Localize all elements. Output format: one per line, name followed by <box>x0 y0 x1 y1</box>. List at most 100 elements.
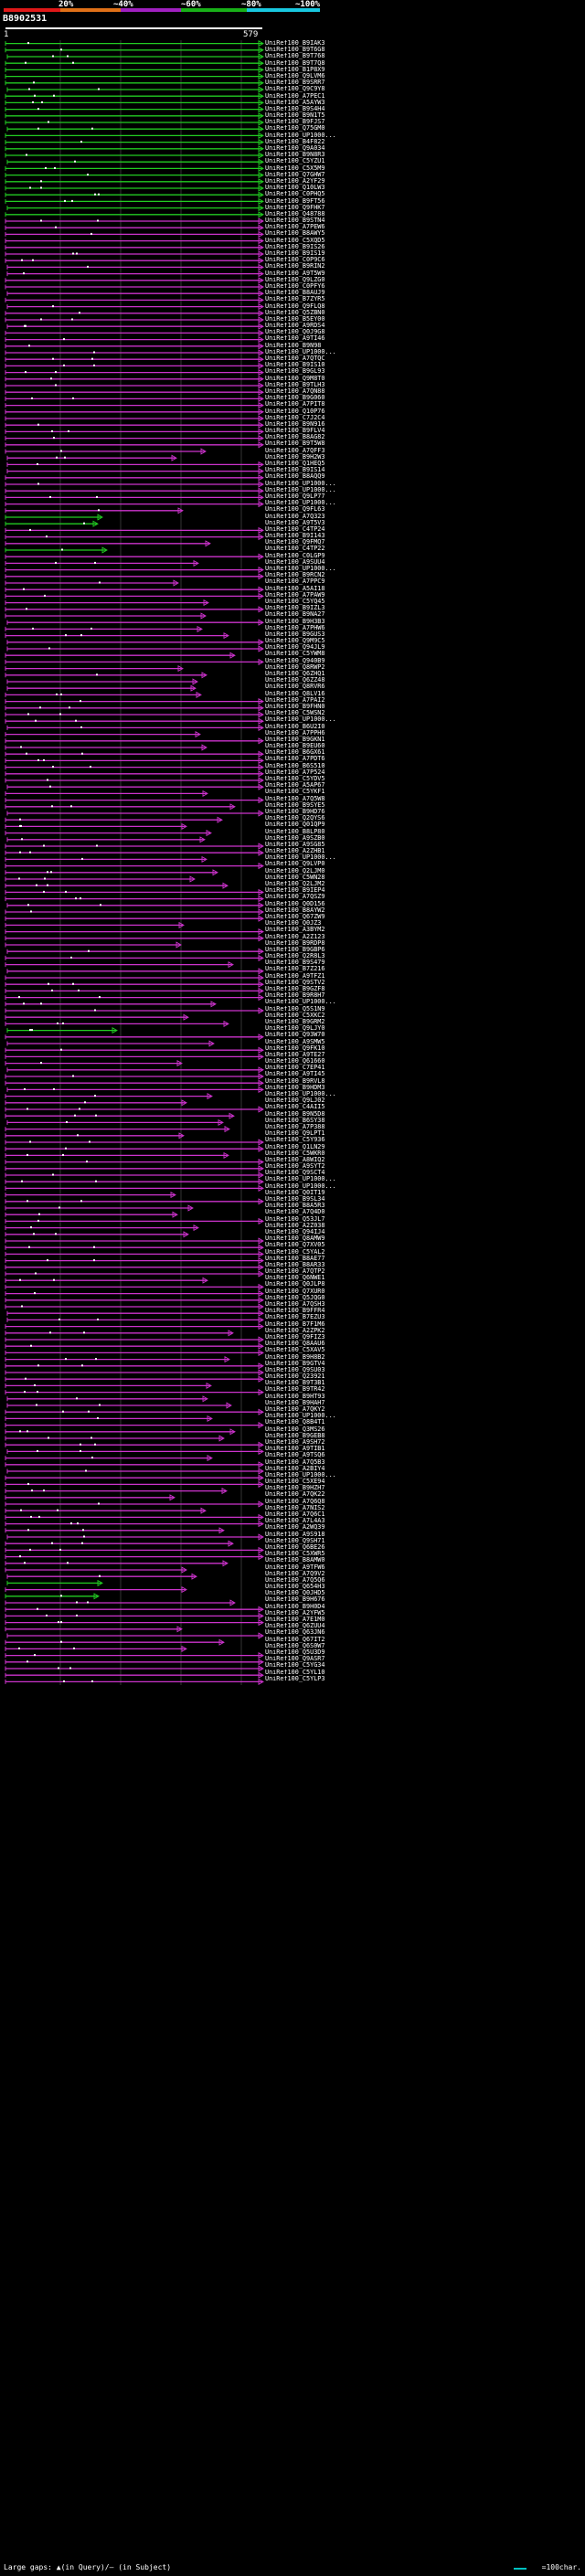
hit-link[interactable]: UniRef100_UP1000... <box>265 348 336 355</box>
hit-link[interactable]: UniRef100_C5Y936 <box>265 1137 325 1144</box>
hit-link[interactable]: UniRef100_B8AYW2 <box>265 906 325 914</box>
hit-link[interactable]: UniRef100_Q9FL63 <box>265 506 325 514</box>
hit-link[interactable]: UniRef100_Q9SU03 <box>265 1366 325 1373</box>
hit-link[interactable]: UniRef100_UP1000... <box>265 1471 336 1479</box>
hit-link[interactable]: UniRef100_B6U2I0 <box>265 723 325 730</box>
hit-link[interactable]: UniRef100_A7Q5W8 <box>265 795 325 802</box>
hit-link[interactable]: UniRef100_B9HAH7 <box>265 1399 325 1406</box>
hit-link[interactable]: UniRef100_B9IS26 <box>265 243 325 250</box>
hit-link[interactable]: UniRef100_Q67ZW9 <box>265 913 325 920</box>
hit-link[interactable]: UniRef100_A7P388 <box>265 1123 325 1130</box>
hit-link[interactable]: UniRef100_Q93W70 <box>265 1032 325 1039</box>
hit-link[interactable]: UniRef100_Q7XUR0 <box>265 1288 325 1295</box>
hit-link[interactable]: UniRef100_Q9STV2 <box>265 979 325 986</box>
hit-link[interactable]: UniRef100_A7Q6C1 <box>265 1511 325 1518</box>
hit-link[interactable]: UniRef100_C5YL10 <box>265 1669 325 1676</box>
hit-link[interactable]: UniRef100_A7P524 <box>265 769 325 776</box>
hit-link[interactable]: UniRef100_UP1000... <box>265 500 336 507</box>
hit-link[interactable]: UniRef100_A9T5W9 <box>265 270 325 277</box>
hit-link[interactable]: UniRef100_A2ZPK2 <box>265 1327 325 1334</box>
hit-link[interactable]: UniRef100_A7PPC9 <box>265 578 325 586</box>
hit-link[interactable]: UniRef100_A2YF29 <box>265 177 325 185</box>
hit-link[interactable]: UniRef100_B9GKN1 <box>265 736 325 743</box>
hit-link[interactable]: UniRef100_B8AQQ9 <box>265 473 325 481</box>
hit-link[interactable]: UniRef100_A9SH72 <box>265 1438 325 1446</box>
hit-link[interactable]: UniRef100_Q9FMQ7 <box>265 539 325 546</box>
hit-link[interactable]: UniRef100_UP1000... <box>265 1182 336 1190</box>
hit-link[interactable]: UniRef100_Q0D156 <box>265 900 325 907</box>
hit-link[interactable]: UniRef100_A9SZB0 <box>265 834 325 842</box>
hit-link[interactable]: UniRef100_A9SUU4 <box>265 558 325 566</box>
hit-link[interactable]: UniRef100_A9SYT2 <box>265 1163 325 1171</box>
hit-link[interactable]: UniRef100_B9N8R3 <box>265 152 325 159</box>
hit-link[interactable]: UniRef100_B9N1T5 <box>265 112 325 120</box>
hit-link[interactable]: UniRef100_B9H3B3 <box>265 618 325 625</box>
hit-link[interactable]: UniRef100_B9G060 <box>265 395 325 402</box>
hit-link[interactable]: UniRef100_B9GL93 <box>265 368 325 376</box>
hit-link[interactable]: UniRef100_C5YQ45 <box>265 598 325 605</box>
hit-link[interactable]: UniRef100_B9IZL3 <box>265 605 325 612</box>
hit-link[interactable]: UniRef100_B9HT93 <box>265 1393 325 1400</box>
hit-link[interactable]: UniRef100_Q6BE26 <box>265 1543 325 1551</box>
hit-link[interactable]: UniRef100_A7Q9V2 <box>265 1570 325 1577</box>
hit-link[interactable]: UniRef100_Q940B9 <box>265 657 325 664</box>
hit-link[interactable]: UniRef100_A5AP67 <box>265 782 325 790</box>
hit-link[interactable]: UniRef100_A7PDT6 <box>265 756 325 763</box>
hit-link[interactable]: UniRef100_A7NIS2 <box>265 1504 325 1511</box>
hit-link[interactable]: UniRef100_B8AE77 <box>265 1255 325 1262</box>
hit-link[interactable]: UniRef100_B9N98 <box>265 342 322 349</box>
hit-link[interactable]: UniRef100_B9R8H7 <box>265 992 325 1000</box>
hit-link[interactable]: UniRef100_Q61660 <box>265 1058 325 1065</box>
hit-link[interactable]: UniRef100_B9N916 <box>265 420 325 428</box>
hit-link[interactable]: UniRef100_B9FJS7 <box>265 119 325 126</box>
hit-link[interactable]: UniRef100_Q23921 <box>265 1373 325 1381</box>
hit-link[interactable]: UniRef100_A7PAW9 <box>265 591 325 599</box>
hit-link[interactable]: UniRef100_B9N5D8 <box>265 1110 325 1118</box>
hit-link[interactable]: UniRef100_A3BYM2 <box>265 927 325 934</box>
hit-link[interactable]: UniRef100_B9GZF8 <box>265 986 325 992</box>
hit-link[interactable]: UniRef100_Q6ZZ48 <box>265 677 325 684</box>
hit-link[interactable]: UniRef100_C0P9C6 <box>265 257 325 264</box>
hit-link[interactable]: UniRef100_A7L4A3 <box>265 1518 325 1525</box>
hit-link[interactable]: UniRef100_Q53JL7 <box>265 1215 325 1223</box>
hit-link[interactable]: UniRef100_A7Q5B3 <box>265 1458 325 1466</box>
hit-link[interactable]: UniRef100_B9GTV4 <box>265 1360 325 1367</box>
hit-link[interactable]: UniRef100_B9SL34 <box>265 1196 325 1203</box>
hit-link[interactable]: UniRef100_Q654H3 <box>265 1584 325 1591</box>
hit-link[interactable]: UniRef100_C0LGP9 <box>265 552 325 559</box>
hit-link[interactable]: UniRef100_Q1HEQ5 <box>265 461 325 467</box>
hit-link[interactable]: UniRef100_Q94JL9 <box>265 644 325 652</box>
hit-link[interactable]: UniRef100_Q7GHW7 <box>265 171 325 178</box>
hit-link[interactable]: UniRef100_A7PIT8 <box>265 401 325 408</box>
hit-link[interactable]: UniRef100_C5WN28 <box>265 874 325 881</box>
hit-link[interactable]: UniRef100_B9RVL8 <box>265 1077 325 1085</box>
hit-link[interactable]: UniRef100_Q63JN6 <box>265 1629 325 1637</box>
hit-link[interactable]: UniRef100_A7QTQC <box>265 355 325 362</box>
hit-link[interactable]: UniRef100_B9T768 <box>265 53 325 60</box>
hit-link[interactable]: UniRef100_A9T5V3 <box>265 519 325 526</box>
hit-link[interactable]: UniRef100_A7QSH3 <box>265 1301 325 1308</box>
hit-link[interactable]: UniRef100_Q6S0W7 <box>265 1642 325 1649</box>
hit-link[interactable]: UniRef100_B6S510 <box>265 762 325 769</box>
hit-link[interactable]: UniRef100_Q1LN29 <box>265 1143 325 1150</box>
hit-link[interactable]: UniRef100_Q9A034 <box>265 145 325 152</box>
hit-link[interactable]: UniRef100_Q5JQG0 <box>265 1294 325 1301</box>
hit-link[interactable]: UniRef100_A2YFW5 <box>265 1609 325 1617</box>
hit-link[interactable]: UniRef100_B9S4H4 <box>265 105 325 112</box>
hit-link[interactable]: UniRef100_Q10P76 <box>265 408 325 415</box>
hit-link[interactable]: UniRef100_Q6ZHQ1 <box>265 671 325 677</box>
hit-link[interactable]: UniRef100_C5XKC2 <box>265 1012 325 1019</box>
hit-link[interactable]: UniRef100_Q9FIZ3 <box>265 1333 325 1341</box>
hit-link[interactable]: UniRef100_B9RDP8 <box>265 939 325 947</box>
hit-link[interactable]: UniRef100_Q67IT2 <box>265 1636 325 1643</box>
hit-link[interactable]: UniRef100_Q9LVP0 <box>265 861 325 868</box>
hit-link[interactable]: UniRef100_Q9SH71 <box>265 1537 325 1544</box>
hit-link[interactable]: UniRef100_A9TI45 <box>265 1071 325 1078</box>
hit-link[interactable]: UniRef100_B5EY00 <box>265 315 325 323</box>
hit-link[interactable]: UniRef100_B9FFR4 <box>265 1308 325 1315</box>
hit-link[interactable]: UniRef100_C4TP22 <box>265 546 325 553</box>
hit-link[interactable]: UniRef100_B9IS14 <box>265 467 325 474</box>
hit-link[interactable]: UniRef100_C4AII5 <box>265 1104 325 1111</box>
hit-link[interactable]: UniRef100_A9TSQ6 <box>265 1452 325 1459</box>
hit-link[interactable]: UniRef100_B9GUS3 <box>265 631 325 638</box>
